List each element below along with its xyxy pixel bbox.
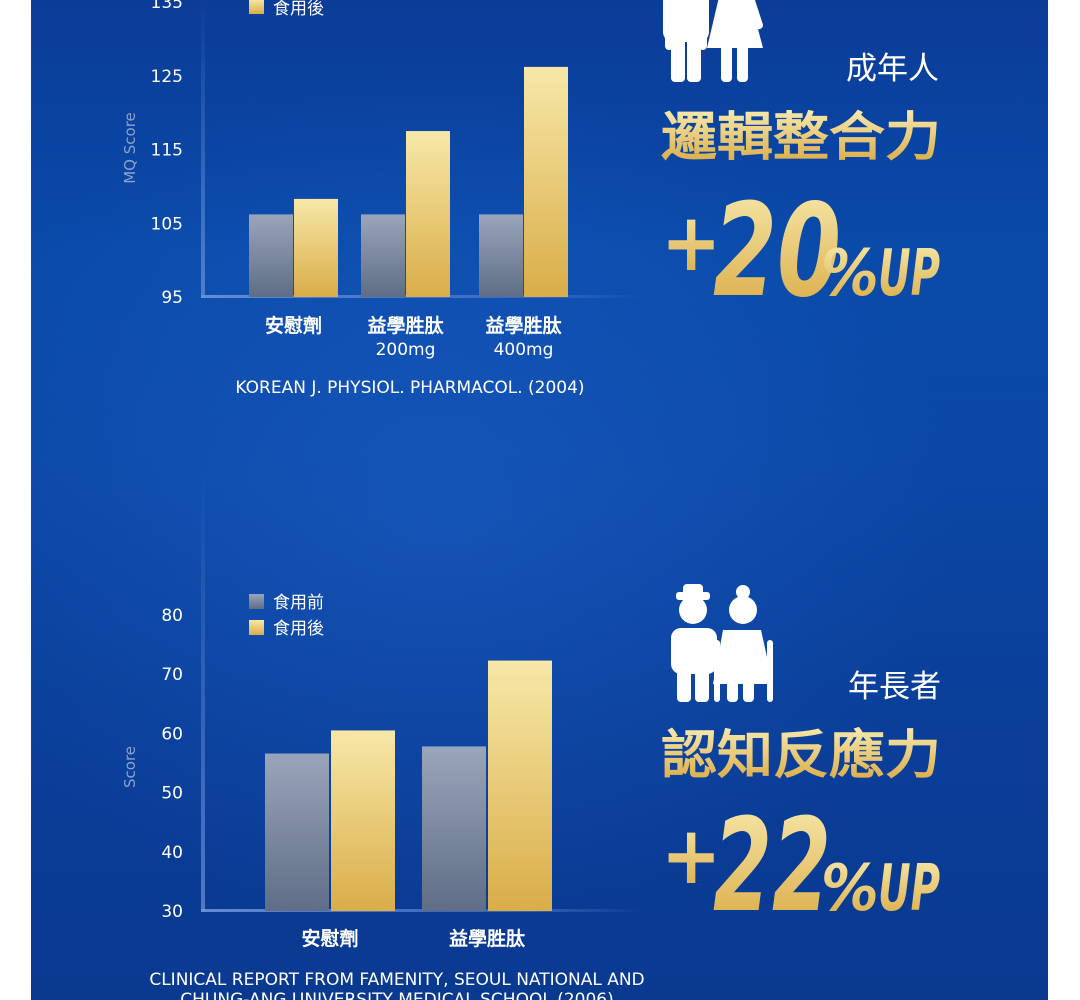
chart-2: Score 30 40 50 60 70 80 安慰劑 益學胜肽 食用前 食用後 CLINI… xyxy=(121,470,645,1000)
chart-1-y-tick: 105 xyxy=(151,214,183,234)
chart-1-bar-after xyxy=(406,131,450,297)
chart-1-category-label: 益學胜肽 xyxy=(485,314,562,337)
chart-2-legend-after-swatch xyxy=(249,620,264,635)
chart-1-bar-after xyxy=(294,198,338,297)
adult-stat-number: 20 xyxy=(713,177,841,326)
chart-2-y-tick: 50 xyxy=(161,784,183,804)
chart-2-legend-before-label: 食用前 xyxy=(273,593,324,613)
chart-1-category-sublabel: 200mg xyxy=(376,340,436,360)
chart-2-bar-before xyxy=(422,746,486,911)
chart-1-legend-after-swatch xyxy=(249,0,264,14)
elderly-stat-sign: + xyxy=(661,809,721,902)
elderly-stat-unit: % xyxy=(821,852,879,926)
chart-1-y-tick: 115 xyxy=(151,141,183,161)
elderly-stat-number: 22 xyxy=(713,792,831,941)
chart-2-category-label: 安慰劑 xyxy=(301,927,358,950)
adult-stat-sign: + xyxy=(661,196,721,289)
adult-stat: + 20 % UP xyxy=(661,177,940,326)
chart-1-category-label: 益學胜肽 xyxy=(367,314,444,337)
chart-1-legend-after-label: 食用後 xyxy=(273,0,324,19)
chart-2-category-label: 益學胜肽 xyxy=(449,927,526,950)
chart-2-y-axis-title: Score xyxy=(121,746,139,788)
chart-1-y-axis xyxy=(201,0,205,298)
infographic-panel: MQ Score 95 105 115 125 135 安慰劑 益學胜肽 200mg 益學胜肽… xyxy=(31,0,1048,1000)
chart-2-y-tick: 60 xyxy=(161,724,183,744)
chart-1-y-tick: 125 xyxy=(151,67,183,87)
chart-2-legend-after-label: 食用後 xyxy=(273,619,324,639)
elderly-stat-suffix: UP xyxy=(878,852,940,926)
adult-headline: 邏輯整合力 xyxy=(661,108,941,168)
adult-stat-suffix: UP xyxy=(878,237,940,311)
elderly-headline: 認知反應力 xyxy=(661,726,941,786)
chart-2-x-axis xyxy=(201,909,641,912)
chart-1-bar-before xyxy=(361,214,405,297)
chart-1-bar-before xyxy=(479,214,523,297)
chart-2-bar-after xyxy=(331,730,395,911)
adult-stat-unit: % xyxy=(821,237,879,311)
elderly-audience-label: 年長者 xyxy=(848,669,941,705)
elderly-couple-icon xyxy=(671,584,773,702)
chart-1-source: KOREAN J. PHYSIOL. PHARMACOL. (2004) xyxy=(235,378,584,398)
chart-2-y-tick: 80 xyxy=(161,606,183,626)
chart-2-y-tick: 40 xyxy=(161,843,183,863)
chart-2-source-line-2: CHUNG-ANG UNIVERSITY MEDICAL SCHOOL (200… xyxy=(180,990,614,1000)
chart-1: MQ Score 95 105 115 125 135 安慰劑 益學胜肽 200mg 益學胜肽… xyxy=(121,0,641,398)
chart-2-y-tick: 70 xyxy=(161,665,183,685)
adult-audience-label: 成年人 xyxy=(846,51,939,87)
chart-2-bar-before xyxy=(265,753,329,911)
chart-1-y-tick: 95 xyxy=(161,288,183,308)
chart-1-y-axis-title: MQ Score xyxy=(121,112,139,184)
chart-1-y-tick: 135 xyxy=(151,0,183,13)
adult-couple-icon xyxy=(663,0,763,82)
chart-2-legend-before-swatch xyxy=(249,594,264,609)
chart-1-bar-before xyxy=(249,214,293,297)
chart-2-source-line-1: CLINICAL REPORT FROM FAMENITY, SEOUL NAT… xyxy=(149,970,644,990)
elderly-stat: + 22 % UP xyxy=(661,792,940,941)
chart-2-y-tick: 30 xyxy=(161,902,183,922)
chart-1-category-label: 安慰劑 xyxy=(265,314,322,337)
chart-1-bar-after xyxy=(524,66,568,298)
chart-1-category-sublabel: 400mg xyxy=(494,340,554,360)
chart-2-y-axis xyxy=(201,470,205,912)
chart-2-bar-after xyxy=(488,660,552,911)
